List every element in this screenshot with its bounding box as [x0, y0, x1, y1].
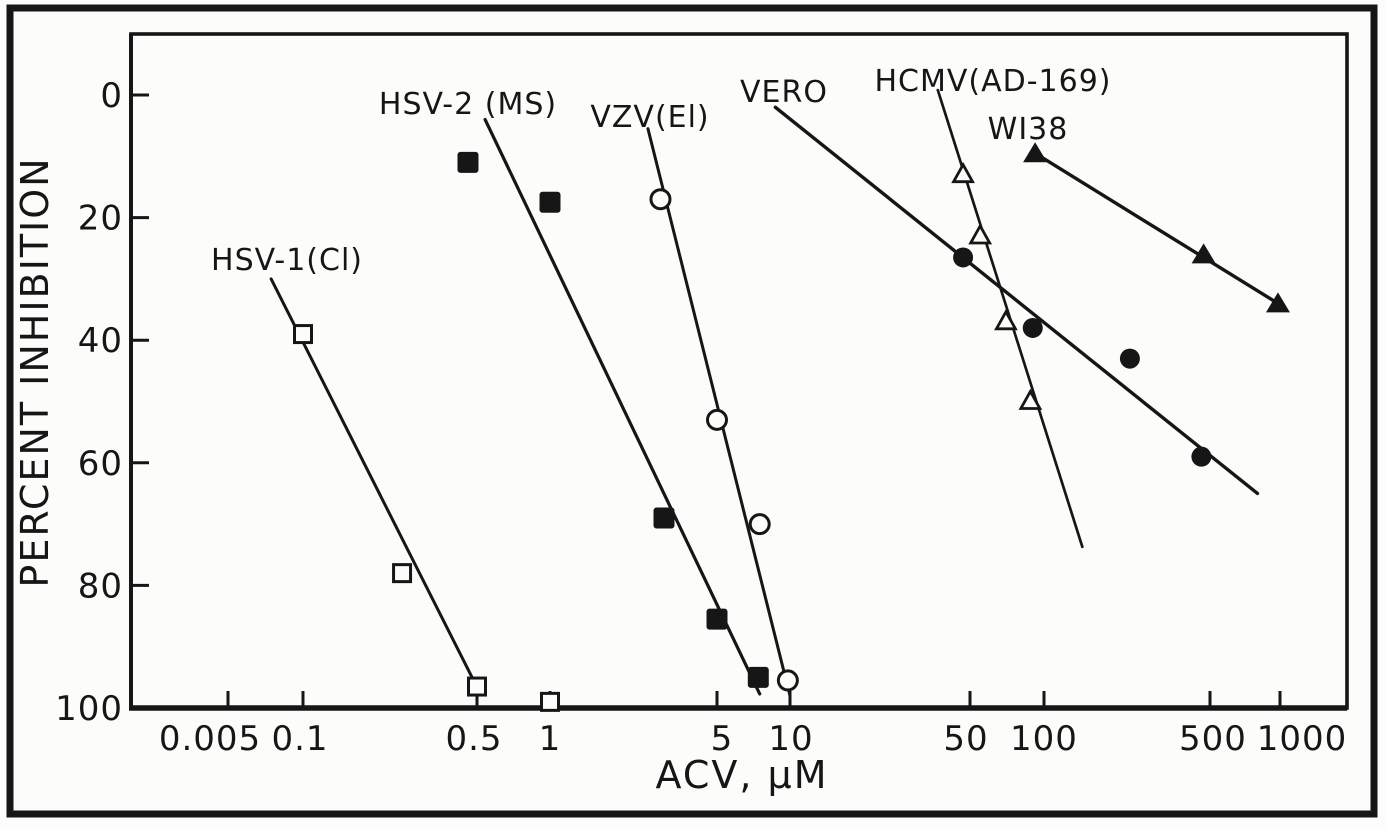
series-point-vero-0 [953, 247, 974, 268]
series-point-hsv-2-ms-2 [653, 507, 675, 529]
series-hsv-2-ms [457, 117, 769, 696]
x-tick-label-0.1: 0.1 [271, 719, 328, 759]
series-wi38 [1023, 142, 1290, 313]
series-label-hsv-1-cl: HSV-1(Cl) [211, 243, 363, 278]
series-point-wi38-1 [1191, 243, 1216, 264]
series-point-hsv-1-cl-0 [293, 324, 313, 345]
series-point-vzv-el-1 [706, 408, 728, 431]
x-axis-title: ACV, μM [656, 753, 829, 797]
series-hsv-1-cl [269, 277, 560, 712]
series-point-hcmv-ad-169-3 [1018, 388, 1043, 410]
series-label-wi38: WI38 [988, 112, 1069, 147]
series-line-hsv-2-ms [483, 117, 762, 696]
y-tick-label-100: 100 [55, 689, 123, 729]
x-tick-label-50: 50 [943, 719, 988, 759]
series-point-hsv-2-ms-0 [457, 151, 479, 173]
series-point-wi38-0 [1023, 142, 1048, 163]
x-tick-label-1: 1 [539, 719, 562, 759]
series-point-wi38-2 [1265, 292, 1290, 313]
series-label-hsv-2-ms: HSV-2 (MS) [379, 87, 557, 122]
series-point-vzv-el-0 [649, 188, 672, 211]
series-point-hsv-1-cl-3 [540, 691, 560, 712]
series-line-hsv-1-cl [269, 277, 479, 689]
series-point-hcmv-ad-169-0 [951, 161, 975, 184]
series-point-hsv-1-cl-2 [467, 676, 487, 697]
x-tick-label-5: 5 [711, 719, 734, 759]
series-line-wi38 [1033, 151, 1280, 306]
series-hcmv-ad-169 [936, 88, 1084, 549]
series-point-hsv-2-ms-3 [706, 608, 728, 630]
y-tick-label-60: 60 [78, 444, 123, 484]
series-point-vero-2 [1119, 348, 1140, 369]
y-tick-label-80: 80 [78, 566, 123, 606]
x-tick-label-10: 10 [768, 719, 813, 759]
x-tick-label-500: 500 [1179, 719, 1247, 759]
x-tick-label-0.005: 0.005 [159, 719, 261, 759]
y-tick-label-0: 0 [100, 76, 123, 116]
series-point-hsv-2-ms-1 [539, 191, 561, 213]
series-line-vero [773, 105, 1260, 496]
x-tick-label-0.5: 0.5 [445, 719, 502, 759]
series-point-vero-1 [1022, 317, 1043, 338]
y-tick-label-20: 20 [78, 199, 123, 239]
x-tick-label-100: 100 [1010, 719, 1078, 759]
series-point-hsv-1-cl-1 [392, 563, 413, 584]
series-point-hcmv-ad-169-1 [968, 223, 993, 245]
series-point-hsv-2-ms-4 [747, 666, 769, 688]
series-vero [773, 105, 1260, 496]
y-tick-label-40: 40 [78, 321, 123, 361]
series-label-vero: VERO [740, 75, 828, 110]
series-label-vzv-el: VZV(El) [590, 100, 709, 135]
series-point-vzv-el-3 [776, 669, 799, 692]
x-tick-label-1000: 1000 [1257, 719, 1348, 759]
series-point-vzv-el-2 [748, 513, 771, 536]
series-point-vero-3 [1191, 446, 1212, 467]
outer-border [6, 4, 1378, 818]
y-axis-title: PERCENT INHIBITION [13, 156, 57, 587]
series-vzv-el [646, 127, 799, 698]
series-label-hcmv-ad-169: HCMV(AD-169) [874, 64, 1111, 99]
plot-frame [129, 32, 1349, 710]
series-point-hcmv-ad-169-2 [994, 308, 1018, 331]
